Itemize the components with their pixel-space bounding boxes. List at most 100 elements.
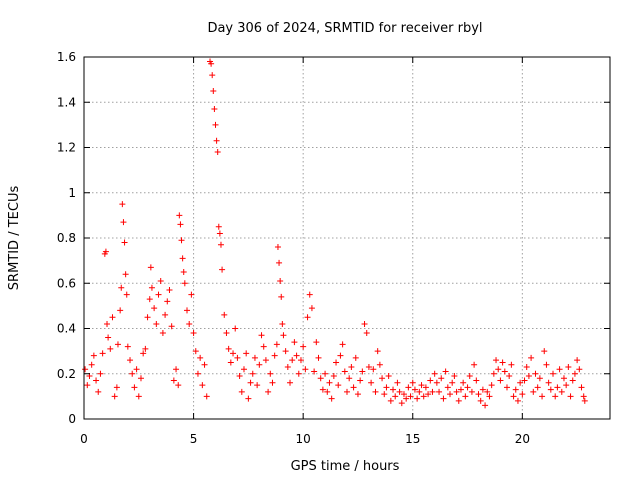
y-tick-label: 0.4 xyxy=(57,322,76,336)
data-point xyxy=(560,375,567,382)
data-point xyxy=(269,379,276,386)
data-point xyxy=(512,386,519,393)
data-point xyxy=(464,384,471,391)
data-point xyxy=(501,368,508,375)
data-point xyxy=(420,393,427,400)
data-point xyxy=(271,352,278,359)
data-point xyxy=(346,375,353,382)
data-point xyxy=(279,320,286,327)
data-point xyxy=(277,277,284,284)
chart-title: Day 306 of 2024, SRMTID for receiver rby… xyxy=(207,21,482,36)
data-point xyxy=(580,393,587,400)
data-point xyxy=(462,393,469,400)
data-point xyxy=(280,332,287,339)
data-point xyxy=(215,223,222,230)
data-point xyxy=(123,291,130,298)
data-point xyxy=(475,391,482,398)
data-point xyxy=(387,397,394,404)
data-point xyxy=(93,377,100,384)
data-point xyxy=(151,305,158,312)
data-point xyxy=(121,239,128,246)
data-point xyxy=(525,373,532,380)
data-point xyxy=(157,277,164,284)
data-point xyxy=(276,259,283,266)
data-point xyxy=(486,393,493,400)
data-point xyxy=(385,373,392,380)
data-point xyxy=(203,393,210,400)
data-point xyxy=(238,388,245,395)
data-point xyxy=(177,221,184,228)
data-point xyxy=(453,388,460,395)
data-point xyxy=(176,212,183,219)
data-point xyxy=(311,368,318,375)
data-point xyxy=(519,391,526,398)
data-point xyxy=(569,377,576,384)
y-tick-label: 1.4 xyxy=(57,95,76,109)
data-point xyxy=(558,388,565,395)
y-tick-label: 0.8 xyxy=(57,231,76,245)
y-tick-label: 0 xyxy=(68,412,76,426)
data-point xyxy=(479,386,486,393)
data-point xyxy=(374,348,381,355)
data-point xyxy=(414,395,421,402)
data-point xyxy=(425,391,432,398)
data-point xyxy=(236,373,243,380)
data-point xyxy=(295,370,302,377)
data-point xyxy=(379,375,386,382)
data-point xyxy=(313,339,320,346)
data-point xyxy=(490,370,497,377)
data-point xyxy=(383,384,390,391)
data-point xyxy=(510,393,517,400)
data-point xyxy=(168,323,175,330)
axis-ticks xyxy=(83,56,610,420)
data-point xyxy=(291,339,298,346)
data-point xyxy=(300,343,307,350)
data-point xyxy=(170,377,177,384)
data-point xyxy=(173,366,180,373)
data-points xyxy=(82,58,588,409)
data-point xyxy=(530,388,537,395)
data-point xyxy=(184,307,191,314)
data-point xyxy=(234,354,241,361)
data-point xyxy=(427,377,434,384)
x-tick-label: 0 xyxy=(80,432,88,446)
data-point xyxy=(411,386,418,393)
data-point xyxy=(109,314,116,321)
data-point xyxy=(339,341,346,348)
data-point xyxy=(543,361,550,368)
data-point xyxy=(390,386,397,393)
data-point xyxy=(506,373,513,380)
data-point xyxy=(199,382,206,389)
data-point xyxy=(140,350,147,357)
data-point xyxy=(118,284,125,291)
data-point xyxy=(482,402,489,409)
data-point xyxy=(403,395,410,402)
data-point xyxy=(545,379,552,386)
data-point xyxy=(398,400,405,407)
data-point xyxy=(547,386,554,393)
data-point xyxy=(164,298,171,305)
data-point xyxy=(449,379,456,386)
data-point xyxy=(488,382,495,389)
data-point xyxy=(330,373,337,380)
data-point xyxy=(267,370,274,377)
x-axis-label: GPS time / hours xyxy=(291,459,400,474)
data-point xyxy=(148,284,155,291)
data-point xyxy=(124,343,131,350)
data-point xyxy=(90,352,97,359)
data-point xyxy=(460,379,467,386)
data-point xyxy=(304,314,311,321)
data-point xyxy=(284,363,291,370)
data-point xyxy=(113,384,120,391)
data-point xyxy=(352,354,359,361)
data-point xyxy=(433,379,440,386)
x-tick-label: 10 xyxy=(296,432,311,446)
data-point xyxy=(155,291,162,298)
data-point xyxy=(111,393,118,400)
data-point xyxy=(444,384,451,391)
data-point xyxy=(495,366,502,373)
data-point xyxy=(455,397,462,404)
data-point xyxy=(534,384,541,391)
data-point xyxy=(457,386,464,393)
data-point xyxy=(315,354,322,361)
